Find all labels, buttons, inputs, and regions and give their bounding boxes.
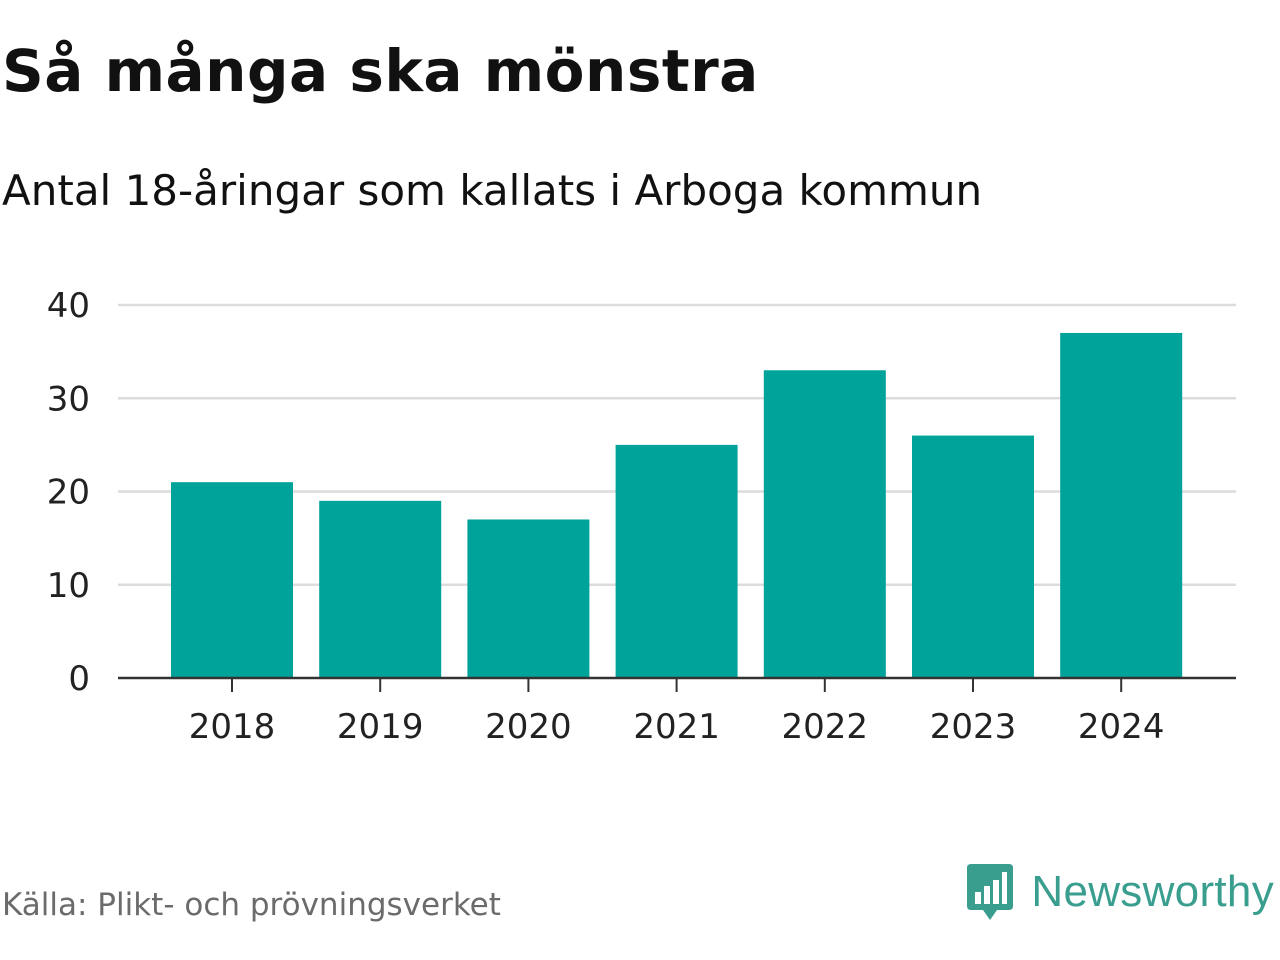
brand-name: Newsworthy xyxy=(1031,867,1274,916)
y-tick-label: 0 xyxy=(68,659,90,699)
bar xyxy=(912,435,1034,678)
y-tick-label: 20 xyxy=(47,473,90,513)
x-tick-label: 2018 xyxy=(189,707,276,747)
brand-logo: Newsworthy xyxy=(965,862,1274,922)
x-tick-label: 2022 xyxy=(782,707,869,747)
x-tick-label: 2023 xyxy=(930,707,1017,747)
bar xyxy=(763,370,886,678)
bar xyxy=(171,482,293,678)
x-tick-label: 2024 xyxy=(1078,707,1165,747)
bar-chart: 0 10 20 30 40 2018 2019 2020 2021 2022 2023 2024 xyxy=(47,286,1236,747)
y-tick-label: 10 xyxy=(47,566,90,606)
x-tick-label: 2020 xyxy=(485,707,572,747)
bar xyxy=(319,500,442,678)
bar xyxy=(1060,332,1183,678)
x-tick-label: 2021 xyxy=(633,707,720,747)
y-tick-label: 30 xyxy=(47,379,90,419)
newsworthy-logo-icon xyxy=(967,864,1014,920)
bar xyxy=(615,444,738,678)
y-tick-label: 40 xyxy=(47,286,90,326)
chart-title: Så många ska mönstra xyxy=(2,37,759,105)
x-tick-label: 2019 xyxy=(337,707,424,747)
chart-subtitle: Antal 18-åringar som kallats i Arboga ko… xyxy=(2,166,983,215)
source-note: Källa: Plikt- och prövningsverket xyxy=(2,887,501,923)
bar xyxy=(467,519,590,678)
